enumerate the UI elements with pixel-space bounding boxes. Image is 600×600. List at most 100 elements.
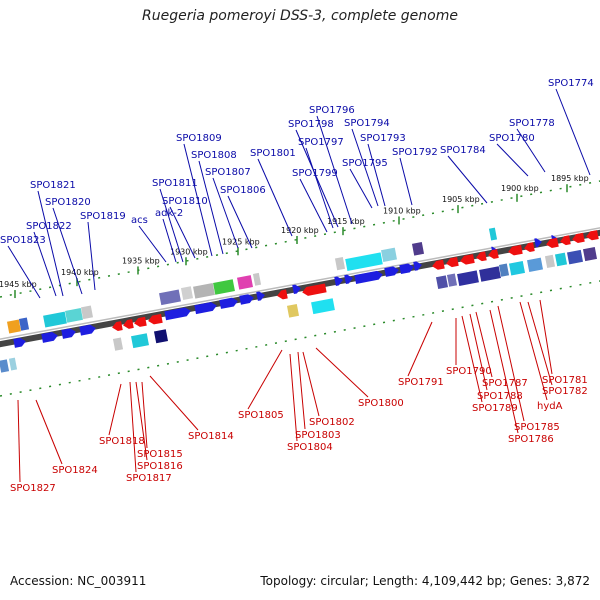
label-leader	[247, 349, 283, 410]
forward-gene-block	[345, 252, 383, 271]
label-leader	[289, 353, 298, 442]
gene-label-top[interactable]: SPO1801	[250, 148, 296, 159]
forward-gene-block	[411, 241, 425, 256]
gene-label-bottom[interactable]: SPO1815	[137, 449, 183, 460]
label-leader	[351, 128, 379, 207]
reverse-gene-block	[582, 247, 598, 262]
reverse-gene-block	[8, 357, 18, 371]
label-leader	[555, 88, 591, 176]
reverse-gene-block	[566, 249, 584, 265]
gene-label-top[interactable]: SPO1806	[220, 185, 266, 196]
gene-label-bottom[interactable]: SPO1789	[472, 403, 518, 414]
gene-label-bottom[interactable]: SPO1804	[287, 442, 333, 453]
gene-label-top[interactable]: SPO1794	[344, 118, 390, 129]
label-leader	[527, 301, 553, 386]
forward-gene-block	[159, 289, 181, 306]
label-leader	[183, 143, 213, 257]
gene-label-bottom[interactable]: SPO1785	[514, 422, 560, 433]
gene-label-bottom[interactable]: SPO1814	[188, 431, 234, 442]
gene-label-bottom[interactable]: SPO1786	[508, 434, 554, 445]
gene-label-bottom[interactable]: SPO1816	[137, 461, 183, 472]
reverse-gene-block	[0, 359, 10, 373]
reverse-gene	[586, 230, 599, 241]
reverse-gene-block	[554, 252, 568, 267]
gene-label-bottom[interactable]: SPO1802	[309, 417, 355, 428]
reverse-gene-block	[311, 298, 335, 315]
scale-tick-label: 1935 kbp	[122, 256, 160, 265]
scale-tick-label: 1940 kbp	[61, 268, 99, 277]
label-leader	[461, 315, 483, 403]
label-leader	[212, 177, 239, 249]
gene-label-bottom[interactable]: SPO1800	[358, 398, 404, 409]
label-leader	[35, 399, 63, 465]
reverse-gene	[134, 316, 147, 327]
reverse-gene-block	[526, 257, 544, 272]
forward-gene-block	[80, 305, 94, 320]
label-leader	[299, 178, 328, 233]
forward-gene-block	[180, 286, 194, 300]
gene-label-top[interactable]: SPO1823	[0, 235, 46, 246]
reverse-gene-block	[153, 329, 169, 344]
gene-label-top[interactable]: SPO1784	[440, 145, 486, 156]
forward-gene	[534, 238, 542, 248]
label-leader	[315, 347, 369, 398]
scale-tick-label: 1915 kbp	[327, 217, 365, 226]
gene-label-bottom[interactable]: SPO1817	[126, 473, 172, 484]
gene-label-bottom[interactable]: SPO1791	[398, 377, 444, 388]
reverse-gene	[488, 249, 499, 259]
gene-label-top[interactable]: SPO1819	[80, 211, 126, 222]
gene-label-top[interactable]: SPO1799	[292, 168, 338, 179]
forward-gene	[61, 328, 76, 339]
gene-label-top[interactable]: SPO1822	[26, 221, 72, 232]
gene-label-top[interactable]: SPO1811	[152, 178, 198, 189]
gene-label-top[interactable]: adk-2	[155, 208, 183, 219]
gene-label-top[interactable]: acs	[131, 215, 148, 226]
scale-tick-label: 1920 kbp	[281, 226, 319, 235]
forward-gene	[384, 266, 399, 277]
gene-label-top[interactable]: SPO1820	[45, 197, 91, 208]
gene-label-top[interactable]: SPO1821	[30, 180, 76, 191]
forward-gene	[256, 291, 265, 301]
gene-label-bottom[interactable]: SPO1782	[542, 386, 588, 397]
gene-label-top[interactable]: SPO1798	[288, 119, 334, 130]
label-leader	[489, 309, 519, 434]
reverse-gene-block	[457, 270, 479, 286]
gene-label-top[interactable]: SPO1774	[548, 78, 594, 89]
scale-ticks: 1945 kbp 1940 kbp 1935 kbp 1930 kbp 1925 kbp…	[0, 174, 589, 299]
gene-label-top[interactable]: SPO1795	[342, 158, 388, 169]
gene-label-top[interactable]: SPO1797	[298, 137, 344, 148]
label-leader	[349, 168, 373, 209]
gene-label-top[interactable]: SPO1796	[309, 105, 355, 116]
reverse-gene-block	[498, 263, 510, 277]
reverse-gene-block	[286, 303, 300, 318]
gene-label-bottom[interactable]: SPO1790	[446, 366, 492, 377]
gene-label-top[interactable]: SPO1810	[162, 196, 208, 207]
reverse-gene-block	[544, 254, 556, 268]
gene-label-bottom[interactable]: SPO1827	[10, 483, 56, 494]
scale-tick-label: 1930 kbp	[170, 247, 208, 256]
gene-label-top[interactable]: SPO1793	[360, 133, 406, 144]
gene-label-bottom[interactable]: SPO1824	[52, 465, 98, 476]
label-leader	[129, 381, 137, 473]
gene-label-top[interactable]: SPO1807	[205, 167, 251, 178]
label-leader	[469, 313, 488, 391]
reverse-gene	[302, 283, 327, 296]
gene-label-top[interactable]: SPO1808	[191, 150, 237, 161]
reverse-gene	[112, 321, 123, 331]
label-leader	[475, 311, 493, 378]
gene-label-bottom[interactable]: SPO1818	[99, 436, 145, 447]
reverse-gene	[546, 237, 559, 248]
forward-gene-block	[213, 279, 235, 295]
gene-label-top[interactable]: SPO1780	[489, 133, 535, 144]
gene-label-bottom[interactable]: SPO1788	[477, 391, 523, 402]
gene-label-bottom[interactable]: SPO1787	[482, 378, 528, 389]
gene-label-top[interactable]: SPO1792	[392, 147, 438, 158]
gene-label-top[interactable]: SPO1809	[176, 133, 222, 144]
gene-label-bottom[interactable]: SPO1803	[295, 430, 341, 441]
reverse-gene	[508, 244, 523, 256]
gene-label-bottom[interactable]: SPO1781	[542, 375, 588, 386]
gene-label-top[interactable]: SPO1778	[509, 118, 555, 129]
reverse-gene	[123, 319, 134, 329]
gene-label-bottom[interactable]: hydA	[537, 401, 563, 412]
gene-label-bottom[interactable]: SPO1805	[238, 410, 284, 421]
